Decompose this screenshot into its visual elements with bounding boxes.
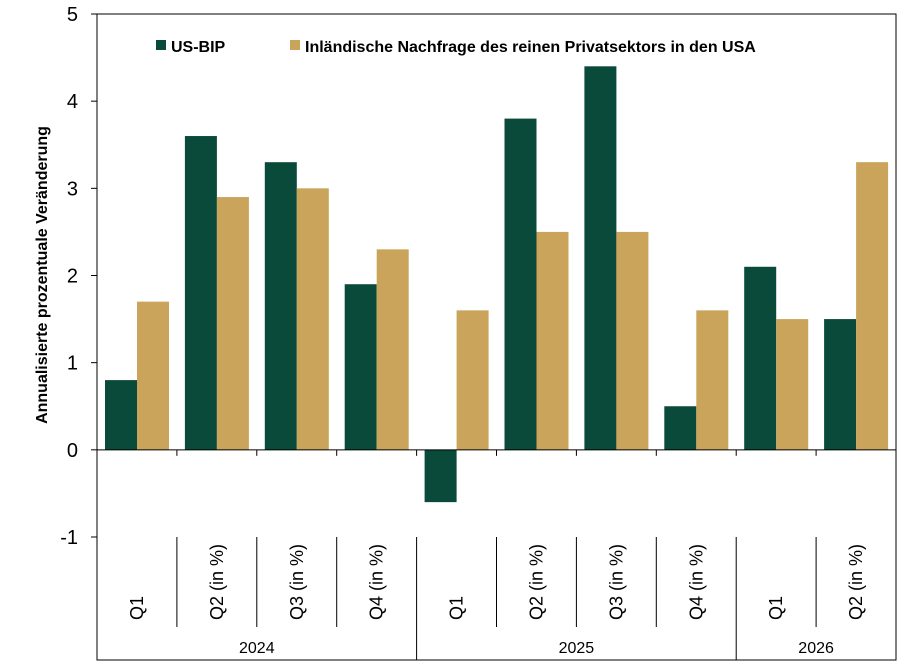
y-tick-label: 1	[67, 353, 78, 375]
category-label: Q1	[447, 596, 467, 620]
y-tick-label: 2	[67, 266, 78, 288]
bar-privatsektor	[776, 319, 809, 450]
category-label: Q4 (in %)	[686, 544, 706, 620]
legend-swatch	[156, 40, 166, 50]
y-tick-label: 5	[67, 4, 78, 26]
y-axis-label: Annualisierte prozentuale Veränderung	[34, 126, 51, 424]
legend-label: Inländische Nachfrage des reinen Privats…	[305, 39, 756, 56]
y-tick-label: 0	[67, 440, 78, 462]
year-label: 2026	[798, 640, 834, 657]
bar-us-bip	[105, 380, 137, 450]
bar-privatsektor	[856, 162, 889, 450]
bar-privatsektor	[536, 231, 569, 450]
y-tick-label: 4	[67, 91, 78, 113]
bar-privatsektor	[376, 249, 409, 450]
bar-privatsektor	[696, 310, 729, 450]
legend-label: US-BIP	[171, 39, 226, 56]
bar-us-bip	[264, 162, 297, 450]
category-label: Q3 (in %)	[287, 544, 307, 620]
bars	[105, 66, 889, 503]
bar-us-bip	[584, 66, 617, 450]
bar-us-bip	[184, 136, 217, 450]
bar-privatsektor	[456, 310, 489, 450]
year-label: 2025	[559, 640, 595, 657]
y-tick-label: -1	[60, 527, 78, 549]
bar-privatsektor	[137, 301, 169, 450]
y-axis-ticks: -1 0 1 2 3 4 5	[60, 4, 97, 549]
category-label: Q1	[766, 596, 786, 620]
year-label: 2024	[239, 640, 275, 657]
category-label: Q2 (in %)	[846, 544, 866, 620]
legend: US-BIP Inländische Nachfrage des reinen P…	[156, 39, 756, 56]
bar-us-bip	[824, 319, 857, 450]
category-label: Q4 (in %)	[367, 544, 387, 620]
bar-us-bip	[424, 449, 457, 503]
chart-frame	[96, 13, 897, 661]
bar-privatsektor	[296, 188, 329, 450]
bar-privatsektor	[216, 197, 249, 450]
bar-us-bip	[504, 118, 537, 450]
x-axis: Q1 Q2 (in %) Q3 (in %) Q4 (in %) Q1 Q2 (in %)…	[97, 449, 896, 660]
category-label: Q3 (in %)	[606, 544, 626, 620]
legend-swatch	[290, 40, 300, 50]
category-label: Q1	[127, 596, 147, 620]
bar-us-bip	[664, 406, 697, 450]
category-label: Q2 (in %)	[526, 544, 546, 620]
bar-privatsektor	[616, 231, 649, 450]
bar-us-bip	[344, 284, 377, 450]
bar-us-bip	[744, 266, 777, 450]
category-label: Q2 (in %)	[207, 544, 227, 620]
y-tick-label: 3	[67, 178, 78, 200]
